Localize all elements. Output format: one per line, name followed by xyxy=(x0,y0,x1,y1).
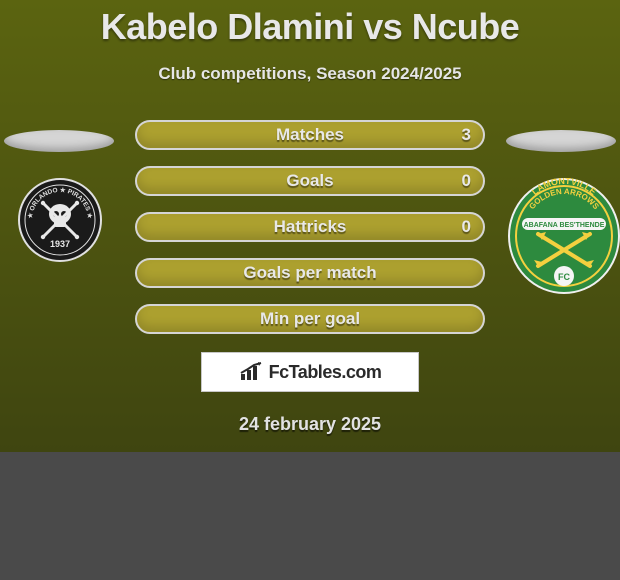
stat-value: 3 xyxy=(462,125,471,145)
stat-bar: Goals per match xyxy=(135,258,485,288)
fctables-text: FcTables.com xyxy=(269,362,382,383)
team-crest-left: 1937 ★ ORLANDO ★ PIRATES ★ xyxy=(18,178,102,267)
stat-bars: Matches 3 Goals 0 Hattricks 0 Goals per … xyxy=(135,120,485,334)
stat-bar: Matches 3 xyxy=(135,120,485,150)
team-crest-right: LAMONTVILLE GOLDEN ARROWS ABAFANA BES'TH… xyxy=(500,178,620,299)
fctables-logo-box: FcTables.com xyxy=(201,352,419,392)
golden-arrows-crest-icon: LAMONTVILLE GOLDEN ARROWS ABAFANA BES'TH… xyxy=(500,178,620,294)
stat-label: Goals xyxy=(286,171,333,191)
stat-bar: Hattricks 0 xyxy=(135,212,485,242)
stat-label: Matches xyxy=(276,125,344,145)
stat-bar: Min per goal xyxy=(135,304,485,334)
svg-text:ABAFANA BES'THENDE: ABAFANA BES'THENDE xyxy=(524,222,605,229)
content-wrapper: Kabelo Dlamini vs Ncube Club competition… xyxy=(0,0,620,435)
stat-label: Min per goal xyxy=(260,309,360,329)
snapshot-date: 24 february 2025 xyxy=(0,414,620,435)
page-title: Kabelo Dlamini vs Ncube xyxy=(0,6,620,48)
stat-label: Goals per match xyxy=(243,263,376,283)
pirates-crest-icon: 1937 ★ ORLANDO ★ PIRATES ★ xyxy=(18,178,102,262)
stat-value: 0 xyxy=(462,171,471,191)
stat-bar: Goals 0 xyxy=(135,166,485,196)
background-bottom xyxy=(0,452,620,580)
player-ellipse-left xyxy=(4,130,114,152)
stat-value: 0 xyxy=(462,217,471,237)
page-subtitle: Club competitions, Season 2024/2025 xyxy=(0,64,620,84)
svg-text:FC: FC xyxy=(558,272,570,282)
bar-chart-icon xyxy=(239,362,265,382)
player-ellipse-right xyxy=(506,130,616,152)
stat-label: Hattricks xyxy=(274,217,347,237)
crest-year: 1937 xyxy=(50,239,70,249)
